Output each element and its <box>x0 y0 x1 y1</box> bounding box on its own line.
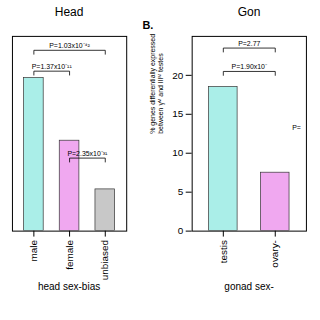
html-text:Head: Head <box>54 5 84 19</box>
svg-text:P=1.03x10⁻⁴²: P=1.03x10⁻⁴² <box>49 42 90 49</box>
html-text:Gon: Gon <box>237 5 261 19</box>
html-text:head sex-bias: head sex-bias <box>37 281 101 293</box>
svg-text:P=2.77: P=2.77 <box>238 40 260 47</box>
svg-text:0: 0 <box>178 225 184 236</box>
svg-text:female: female <box>64 240 75 270</box>
svg-text:% genes differentially express: % genes differentially expressedbetween … <box>149 34 165 134</box>
svg-text:10: 10 <box>172 147 184 158</box>
svg-text:P=: P= <box>292 124 301 131</box>
svg-text:ovary-: ovary- <box>270 240 281 268</box>
svg-text:P=1.37x10⁻¹¹: P=1.37x10⁻¹¹ <box>32 63 73 70</box>
svg-text:B.: B. <box>143 20 154 31</box>
svg-text:5: 5 <box>178 186 184 197</box>
html-text:gonad sex-: gonad sex- <box>224 281 274 293</box>
svg-text:15: 15 <box>172 108 184 119</box>
svg-text:testis: testis <box>218 240 229 263</box>
svg-text:unbiased: unbiased <box>99 240 110 280</box>
svg-text:male: male <box>28 240 39 262</box>
svg-text:P=1.90x10⁻: P=1.90x10⁻ <box>232 63 268 70</box>
svg-text:P=2.35x10⁻³¹: P=2.35x10⁻³¹ <box>67 150 108 157</box>
svg-text:20: 20 <box>172 70 184 81</box>
